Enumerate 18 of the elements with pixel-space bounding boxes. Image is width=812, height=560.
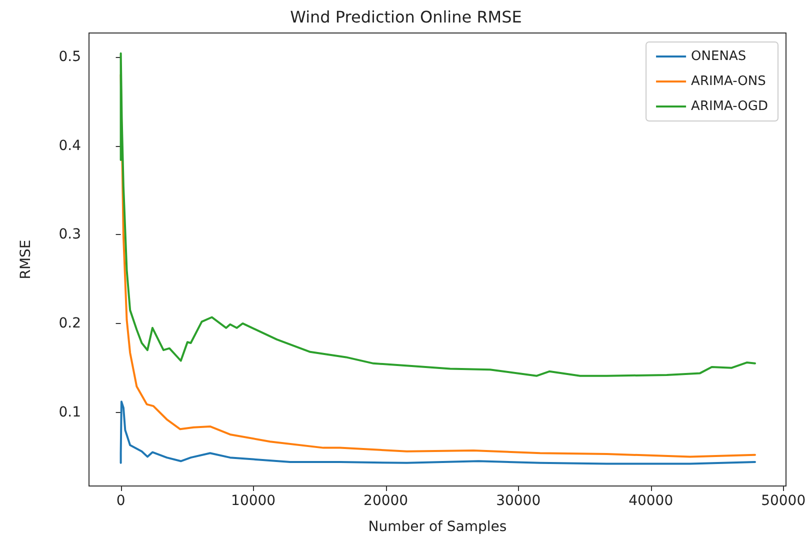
legend-label: ARIMA-OGD	[691, 99, 768, 114]
y-tick-label: 0.4	[58, 138, 82, 154]
x-tick-label: 40000	[628, 493, 674, 509]
y-tick-label: 0.2	[58, 315, 81, 332]
legend-label: ARIMA-ONS	[691, 74, 766, 89]
x-axis-title: Number of Samples	[368, 519, 507, 535]
y-tick-label: 0.3	[58, 226, 81, 243]
x-tick-label: 10000	[231, 493, 276, 509]
chart-title: Wind Prediction Online RMSE	[290, 8, 522, 26]
line-series	[120, 400, 756, 465]
y-tick-label: 0.5	[58, 48, 81, 65]
y-axis-title: RMSE	[18, 240, 34, 280]
y-tick-label: 0.1	[58, 404, 81, 420]
x-tick-label: 30000	[496, 493, 541, 509]
x-tick-label: 20000	[364, 493, 408, 509]
legend-label: ONENAS	[691, 49, 746, 64]
x-tick-label: 50000	[761, 493, 806, 509]
x-tick-label: 0	[116, 493, 126, 509]
